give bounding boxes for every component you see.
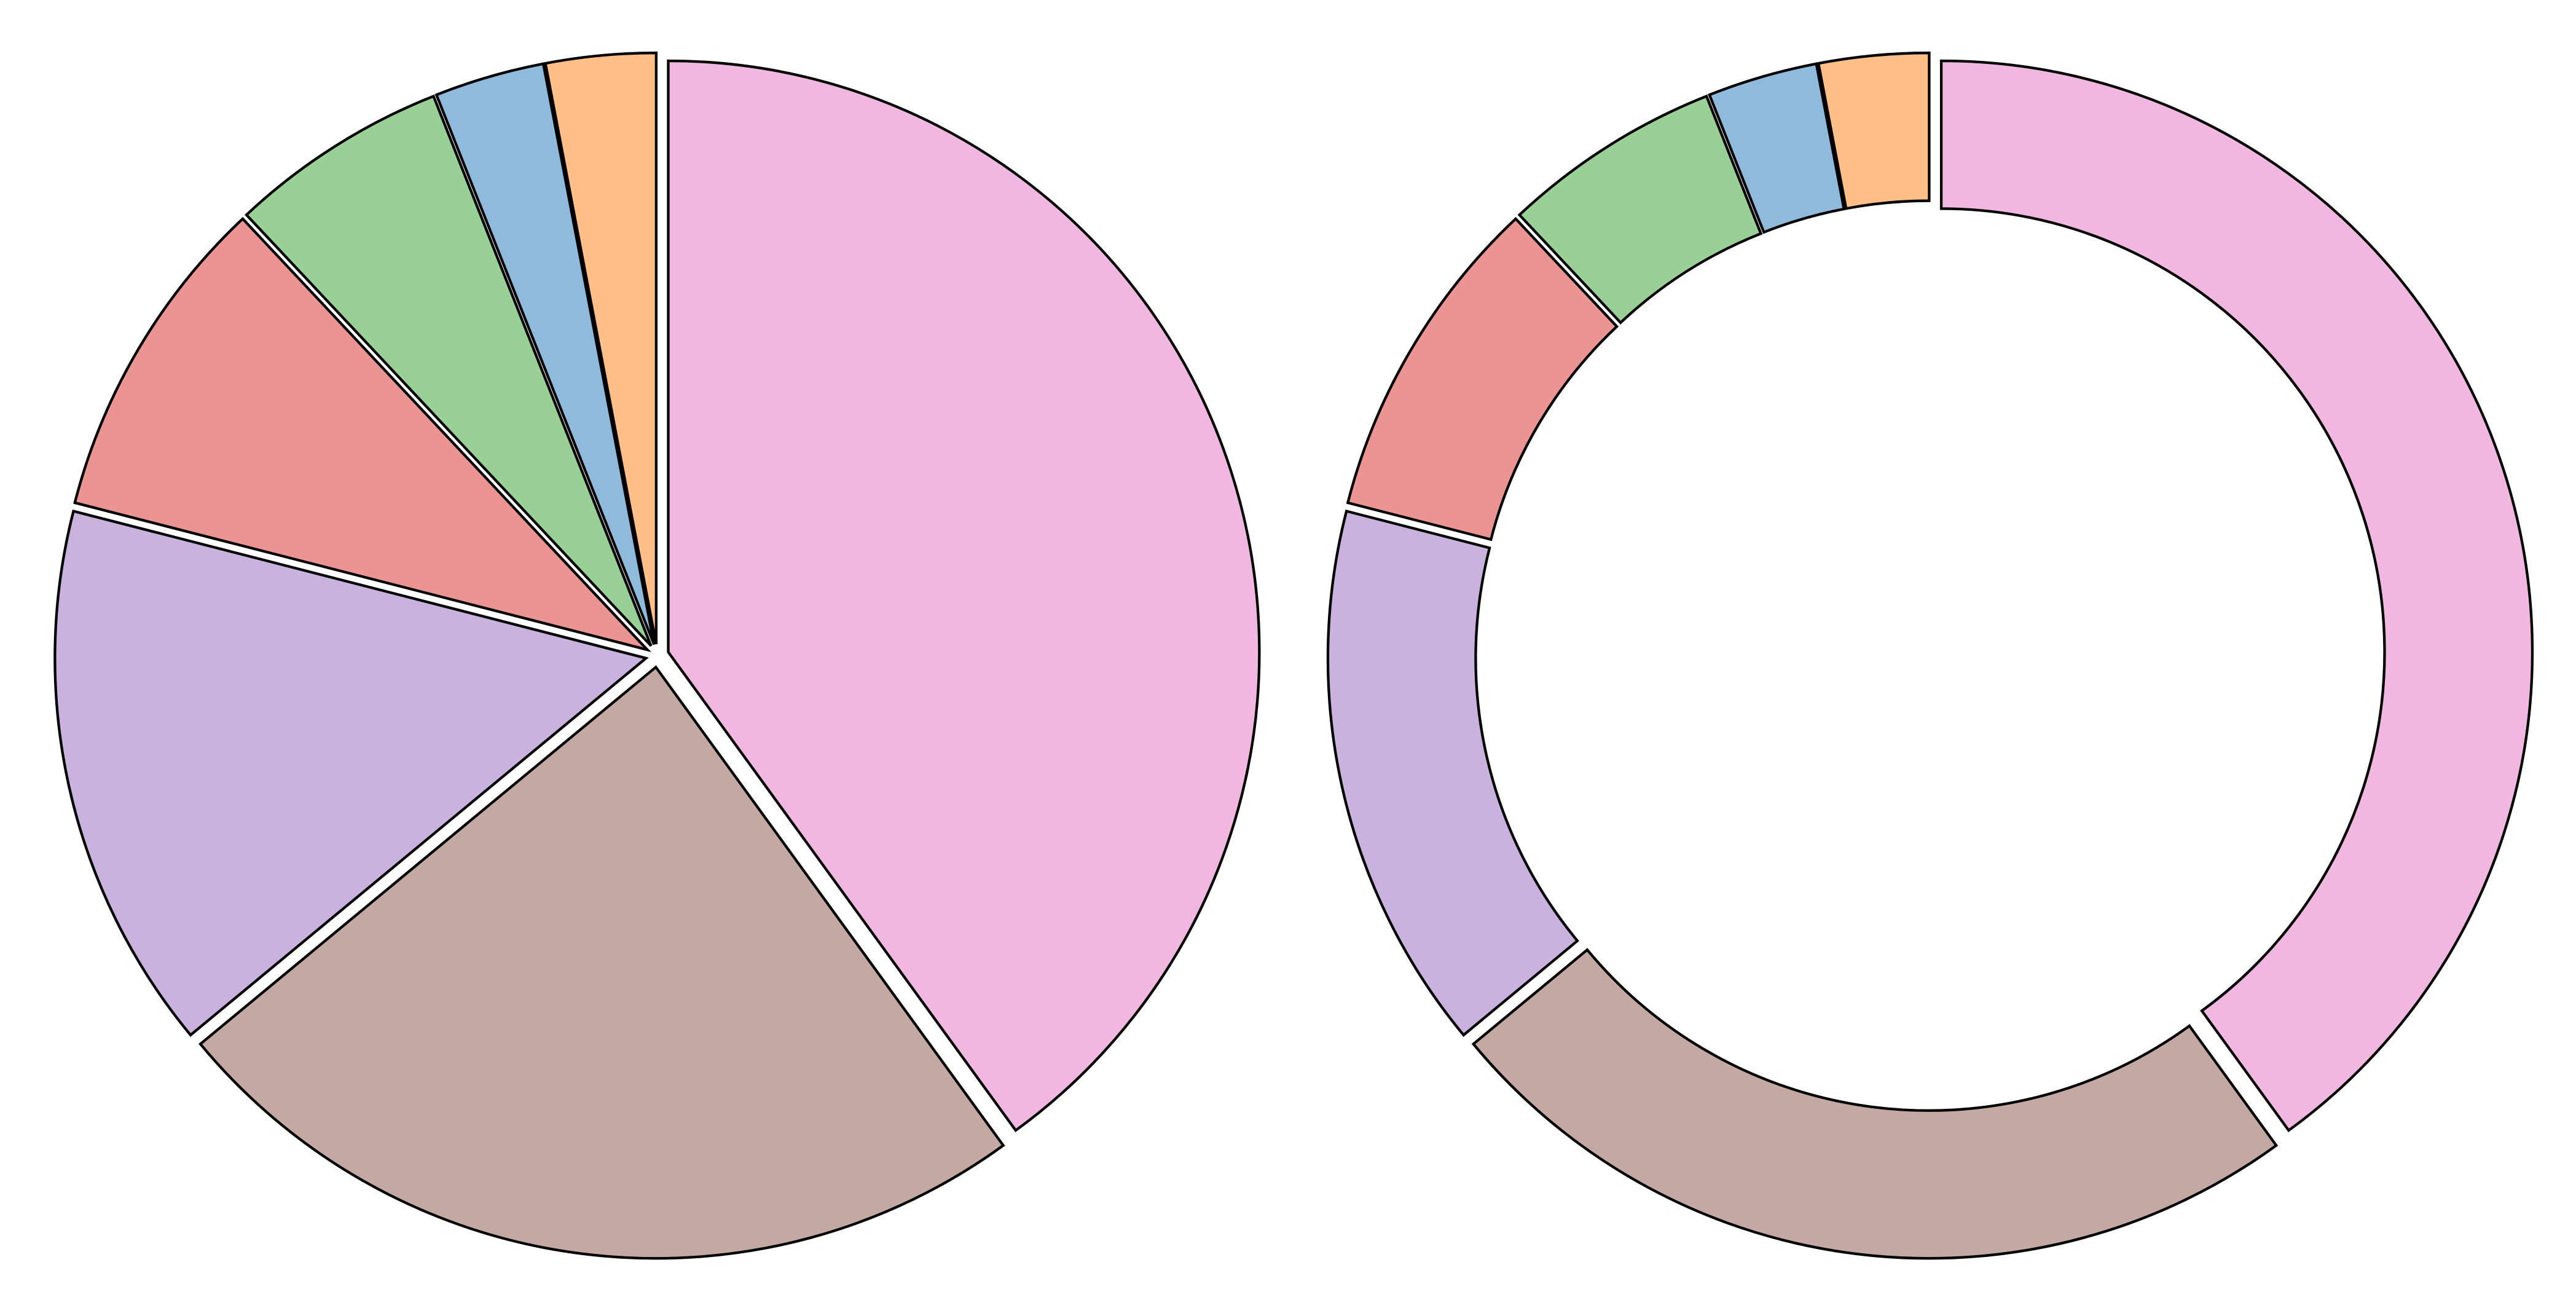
slice (1708, 62, 1846, 234)
slice (1939, 59, 2534, 1133)
slice (667, 59, 1261, 1133)
slice (1816, 51, 1931, 210)
slice (53, 509, 649, 1037)
slice (434, 62, 656, 645)
slice (198, 665, 1005, 1260)
slice (245, 94, 653, 647)
slice (1346, 216, 1619, 542)
slice (73, 216, 652, 653)
slice (1471, 948, 2279, 1260)
slice (1326, 509, 1579, 1037)
slice (1517, 94, 1763, 325)
slice (544, 51, 658, 645)
